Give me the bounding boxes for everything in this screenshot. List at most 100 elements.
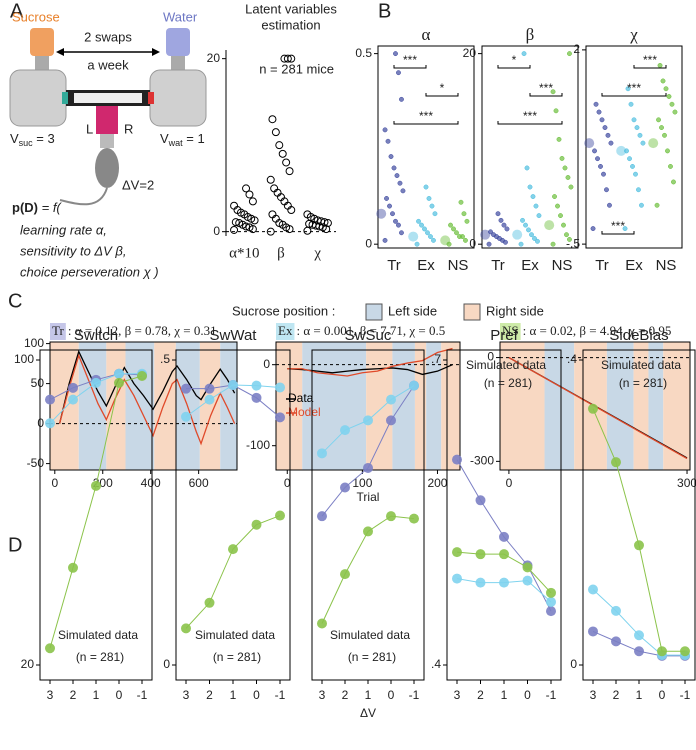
x-tick-label: 100 — [352, 476, 372, 490]
plot-frame — [499, 341, 691, 471]
series-marker — [588, 626, 598, 637]
data-point — [622, 226, 628, 232]
data-point — [303, 226, 312, 235]
series-marker — [181, 623, 191, 634]
side-band — [366, 342, 393, 470]
series-marker — [340, 569, 350, 580]
y-tick-label: 0 — [213, 224, 220, 238]
x-tick-label: Ex — [521, 257, 539, 274]
series-marker — [114, 368, 124, 379]
series-marker — [499, 577, 509, 588]
data-point — [426, 196, 432, 201]
data-point — [245, 190, 254, 199]
chart-title: : α = 0.02, β = 4.94, χ = 0.95 — [523, 323, 672, 338]
chart-title: Pref — [490, 327, 518, 344]
data-point — [393, 51, 398, 57]
x-tick-label: 0 — [524, 688, 531, 702]
door — [62, 92, 68, 104]
data-point — [282, 158, 291, 167]
series-marker — [546, 606, 556, 617]
data-point — [504, 226, 510, 232]
series-marker — [499, 531, 509, 542]
data-point — [275, 141, 284, 150]
y-tick-label: .7 — [431, 352, 441, 366]
data-point — [431, 237, 436, 243]
data-point — [385, 138, 391, 144]
data-point — [607, 202, 612, 208]
panel-label: C — [8, 290, 22, 312]
chart-title: β — [526, 25, 535, 44]
volume-label: Vwat = 1 — [160, 131, 205, 148]
mean-point — [544, 220, 555, 231]
data-point — [598, 163, 603, 169]
x-tick-label: 3 — [183, 688, 190, 702]
annotation: Simulated data — [601, 358, 681, 372]
series-marker — [452, 454, 462, 465]
data-point — [399, 96, 404, 102]
mean-point — [584, 138, 595, 149]
data-point — [605, 132, 611, 138]
formula-head: p(D) = f( — [12, 200, 62, 215]
y-tick-label: 2 — [573, 42, 580, 56]
series-marker — [45, 418, 55, 429]
side-band — [106, 342, 126, 470]
left-label: L — [86, 121, 93, 136]
data-point — [561, 222, 566, 228]
tube-inner — [74, 93, 142, 103]
chart-tag: Ex — [278, 323, 293, 338]
data-point — [461, 211, 467, 217]
series-marker — [611, 457, 621, 468]
data-point — [523, 222, 528, 228]
data-point — [245, 223, 254, 232]
water-label: Water — [163, 9, 198, 24]
data-point — [608, 140, 614, 146]
data-point — [592, 148, 597, 154]
significance-bracket — [601, 93, 667, 97]
data-point — [527, 184, 533, 190]
data-point — [624, 148, 629, 154]
mean-point — [440, 235, 451, 246]
side-band — [78, 342, 107, 470]
series-marker — [317, 618, 327, 629]
chart-title: α — [422, 25, 431, 44]
data-point — [639, 202, 644, 208]
data-point — [526, 227, 531, 233]
side-band — [426, 342, 442, 470]
y-tick-label: 0 — [163, 657, 170, 671]
data-point — [501, 222, 507, 228]
series-marker — [91, 480, 101, 491]
data-point — [495, 211, 501, 217]
y-tick-label: -.5 — [566, 236, 580, 250]
series-marker — [680, 646, 690, 657]
data-point — [521, 51, 527, 57]
data-point — [464, 218, 470, 224]
mean-point — [616, 145, 627, 156]
chart-title: SideBias — [609, 327, 668, 344]
data-point — [666, 94, 672, 99]
side-band — [220, 342, 237, 470]
plot-frame — [377, 45, 475, 249]
data-point — [562, 165, 568, 171]
data-point — [384, 196, 389, 201]
annotation: Simulated data — [58, 628, 138, 642]
series-marker — [45, 394, 55, 405]
data-point — [423, 184, 429, 190]
x-tick-label: -1 — [680, 688, 691, 702]
formula-line: learning rate α, — [20, 222, 107, 237]
series-marker — [45, 643, 55, 654]
data-point — [550, 241, 556, 247]
formula-line: sensitivity to ΔV β, — [20, 243, 126, 258]
setup-diagram — [9, 28, 207, 206]
x-tick-label: 400 — [141, 476, 161, 490]
data-point — [665, 148, 670, 154]
series-marker — [409, 513, 419, 524]
data-point — [271, 128, 280, 137]
x-tick-label: -1 — [409, 688, 420, 702]
series-marker — [363, 462, 373, 473]
data-point — [550, 89, 556, 95]
x-tick-label: -1 — [137, 688, 148, 702]
series-marker — [275, 510, 285, 521]
data-point — [524, 165, 530, 171]
series-marker — [251, 519, 262, 530]
x-tick-label: 0 — [116, 688, 123, 702]
